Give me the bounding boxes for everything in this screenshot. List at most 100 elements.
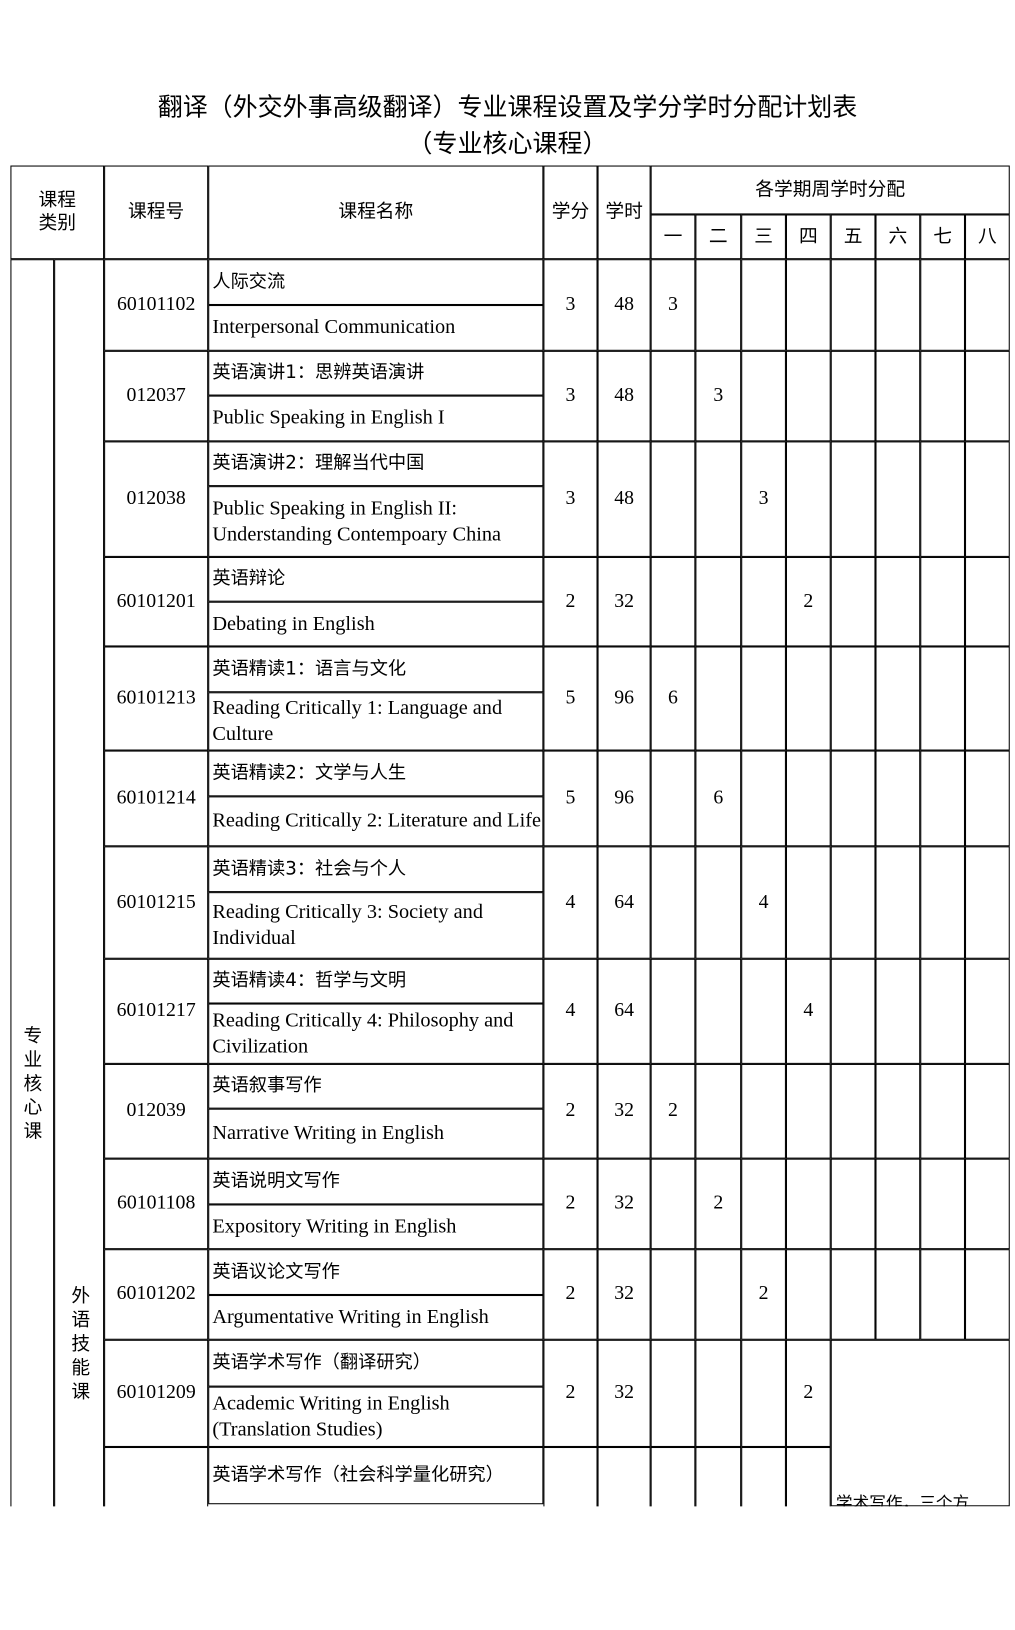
weekly-hours: 3: [758, 487, 769, 510]
semester-5-cell: [830, 441, 876, 557]
semester-4-cell: [785, 846, 831, 959]
category-major: 专业核心课: [10, 259, 55, 1507]
semester-7-cell: [920, 441, 966, 557]
course-code: 60101213: [104, 646, 209, 751]
course-hours-text: 32: [614, 1282, 634, 1305]
semester-5-cell: [830, 1158, 876, 1250]
course-name-cn-text: 英语学术写作（社会科学量化研究）: [212, 1464, 504, 1486]
semester-7-cell: [920, 1063, 966, 1159]
semester-3-cell: [741, 556, 786, 647]
semester-8-cell: [965, 646, 1010, 751]
semester-1-cell: [650, 846, 696, 959]
weekly-hours: 3: [713, 384, 724, 407]
header-semester-6: 六: [875, 214, 921, 260]
course-name-cn: 英语学术写作（社会科学量化研究）: [208, 1446, 544, 1505]
semester-7-cell: [920, 556, 966, 647]
course-code-text: 60101108: [116, 1192, 196, 1214]
course-code-text: 60101213: [116, 686, 196, 709]
course-hours: [597, 1446, 651, 1507]
semester-1-cell: [650, 958, 696, 1064]
semester-6-cell: [875, 846, 921, 959]
semester-1-cell: [650, 1249, 696, 1340]
semester-6-cell: [875, 1249, 921, 1340]
semester-8-cell: [965, 1249, 1010, 1340]
course-code-text: 60101217: [116, 999, 196, 1022]
course-hours-text: 32: [614, 1192, 634, 1214]
course-credits-text: 2: [565, 1192, 576, 1214]
course-name-en: Debating in English: [208, 601, 544, 647]
semester-6-cell: [875, 350, 921, 442]
semester-3-cell: [741, 1063, 786, 1159]
course-credits-text: 4: [565, 999, 576, 1022]
weekly-hours: 6: [713, 786, 724, 809]
semester-4-cell: [785, 1063, 831, 1159]
course-name-cn: 英语辩论: [208, 556, 544, 602]
course-name-en: Expository Writing in English: [208, 1204, 544, 1250]
course-hours-text: 64: [614, 890, 634, 913]
header-hours: 学时: [597, 165, 651, 260]
course-name-en-text: Reading Critically 1: Language and Cultu…: [212, 697, 503, 746]
semester-7-cell: [920, 1249, 966, 1340]
course-credits-text: 3: [565, 293, 576, 316]
semester-2-cell: 2: [695, 1158, 742, 1250]
course-credits-text: 2: [565, 1282, 576, 1305]
course-hours-text: 64: [614, 999, 634, 1022]
semester-4-cell: [785, 750, 831, 847]
course-name-en-text: Narrative Writing in English: [212, 1122, 445, 1145]
weekly-hours: 2: [713, 1192, 724, 1214]
course-credits: 4: [543, 846, 598, 959]
course-credits: 2: [543, 1063, 598, 1159]
header-category: 课程类别: [10, 165, 105, 260]
header-semester-1-text: 一: [663, 225, 683, 248]
semester-4-cell: [785, 441, 831, 557]
weekly-hours: 3: [668, 293, 678, 316]
course-name-cn-text: 英语学术写作（翻译研究）: [212, 1352, 431, 1374]
course-credits: 2: [543, 1249, 598, 1340]
weekly-hours: 6: [668, 686, 678, 709]
semester-8-cell: [965, 750, 1010, 847]
course-name-en: Public Speaking in English II: Understan…: [208, 486, 544, 557]
header-semester-4-text: 四: [798, 225, 818, 248]
course-credits-text: 3: [565, 487, 576, 510]
header-semesters-text: 各学期周学时分配: [755, 178, 906, 201]
course-name-cn-text: 英语精读3：社会与个人: [212, 858, 407, 880]
course-hours: 32: [597, 1249, 651, 1340]
course-name-cn: 英语叙事写作: [208, 1063, 544, 1109]
semester-4-cell: [785, 259, 831, 351]
course-name-cn-text: 英语辩论: [212, 568, 286, 590]
course-name-cn-text: 英语精读4：哲学与文明: [212, 970, 407, 992]
course-hours: 48: [597, 441, 651, 557]
course-hours: 96: [597, 646, 651, 751]
course-credits: 2: [543, 1339, 598, 1447]
course-hours: 32: [597, 1339, 651, 1447]
course-hours: 48: [597, 259, 651, 351]
header-semester-8: 八: [965, 214, 1010, 260]
course-hours: 64: [597, 958, 651, 1064]
course-credits: 3: [543, 259, 598, 351]
header-semester-7-text: 七: [933, 225, 952, 248]
header-name-text: 课程名称: [338, 201, 414, 223]
course-code: [104, 1446, 209, 1507]
course-hours: 32: [597, 1158, 651, 1250]
header-semester-5-text: 五: [843, 225, 863, 248]
course-name-cn: 英语精读2：文学与人生: [208, 750, 544, 797]
course-name-en: Argumentative Writing in English: [208, 1295, 544, 1340]
course-hours: 64: [597, 846, 651, 959]
course-name-en-text: Reading Critically 4: Philosophy and Civ…: [212, 1009, 514, 1058]
course-code: 012039: [104, 1063, 209, 1159]
course-hours-text: 48: [614, 293, 634, 316]
semester-6-cell: [875, 556, 921, 647]
course-code: 60101214: [104, 750, 209, 847]
semester-3-cell: 3: [741, 441, 786, 557]
semester-3-cell: 4: [741, 846, 786, 959]
course-name-cn-text: 英语叙事写作: [212, 1075, 322, 1097]
category-sub: 外语技能课: [54, 259, 105, 1507]
course-credits-text: 3: [565, 384, 576, 407]
semester-5-cell: [830, 958, 876, 1064]
course-name-cn: 英语精读4：哲学与文明: [208, 958, 544, 1004]
semester-7-cell: [920, 750, 966, 847]
semester-4-cell: [785, 1249, 831, 1340]
header-credits-text: 学分: [551, 201, 590, 223]
semester-3-cell: [741, 1339, 786, 1447]
